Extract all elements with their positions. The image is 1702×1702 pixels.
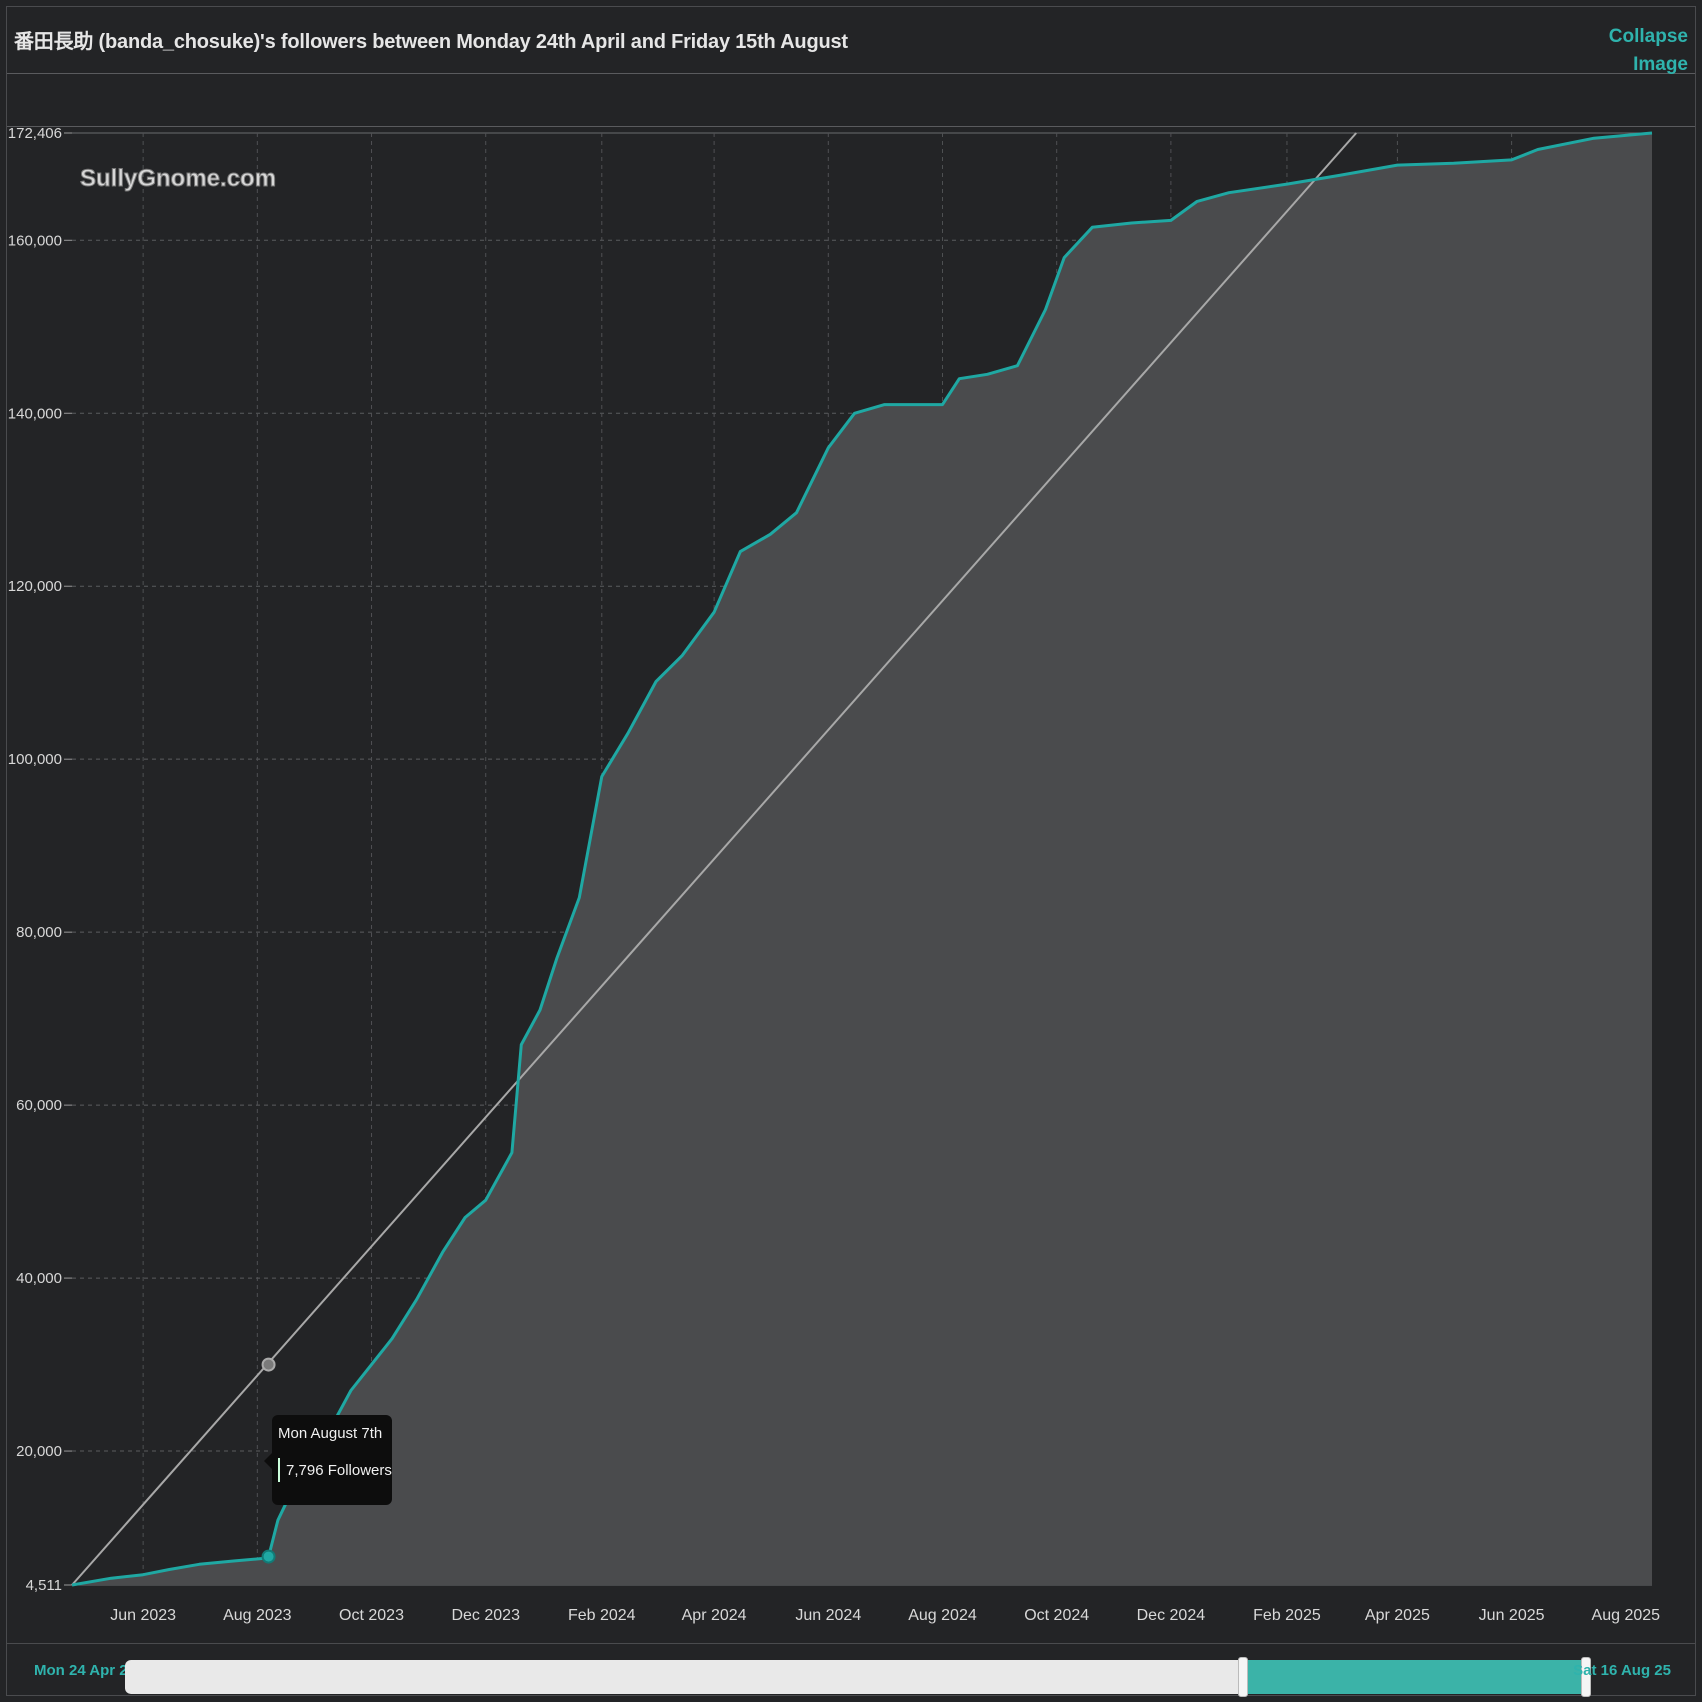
y-tick-label: 40,000 [16,1270,62,1287]
x-tick-label: Aug 2025 [1592,1607,1661,1624]
chart-title: 番田長助 (banda_chosuke)'s followers between… [14,31,848,53]
range-start-label: Mon 24 Apr 23 [34,1662,136,1679]
tooltip: Mon August 7th 7,796 Followers [264,1415,392,1505]
x-tick-label: Dec 2023 [451,1607,520,1624]
tooltip-date: Mon August 7th [278,1425,383,1442]
trend-marker [261,1357,276,1372]
range-end-label: Sat 16 Aug 25 [1573,1662,1671,1679]
x-tick-label: Jun 2025 [1479,1607,1545,1624]
y-tick-label: 4,511 [26,1577,62,1594]
x-tick-label: Apr 2025 [1365,1607,1430,1624]
watermark: SullyGnome.com [80,165,276,192]
x-axis: Jun 2023 Aug 2023 Oct 2023 Dec 2023 Feb 2024… [110,1607,1660,1624]
x-tick-label: Apr 2024 [682,1607,747,1624]
y-tick-label: 172,406 [8,125,62,142]
x-tick-label: Aug 2023 [223,1607,292,1624]
tooltip-arrow [264,1453,272,1469]
y-tick-label: 100,000 [8,751,62,768]
y-tick-label: 20,000 [16,1443,62,1460]
hover-markers [261,1357,276,1564]
x-tick-label: Oct 2023 [339,1607,404,1624]
chart-toolbar [7,74,1695,127]
followers-area [72,133,1652,1585]
y-tick-label: 120,000 [8,578,62,595]
range-track[interactable] [125,1657,1591,1697]
x-tick-label: Jun 2023 [110,1607,176,1624]
collapse-image-link[interactable]: Collapse Image [1609,23,1688,79]
followers-marker [261,1549,276,1564]
y-tick-label: 140,000 [8,405,62,422]
x-tick-label: Dec 2024 [1137,1607,1206,1624]
y-tick-label: 80,000 [16,924,62,941]
x-tick-label: Feb 2024 [568,1607,636,1624]
x-tick-label: Feb 2025 [1253,1607,1321,1624]
image-label: Image [1633,54,1688,75]
chart-header: 番田長助 (banda_chosuke)'s followers between… [7,7,1695,75]
collapse-label: Collapse [1608,26,1688,47]
x-tick-label: Jun 2024 [795,1607,861,1624]
x-tick-label: Oct 2024 [1024,1607,1089,1624]
tooltip-swatch [278,1458,280,1482]
tooltip-value: 7,796 Followers [286,1461,392,1479]
y-tick-label: 60,000 [16,1097,62,1114]
range-selection[interactable] [1243,1660,1589,1694]
y-axis: 4,511 20,000 40,000 60,000 80,000 100,000 120,… [8,125,72,1594]
trend-line [71,132,1357,1586]
y-tick-label: 160,000 [8,232,62,249]
range-end-handle[interactable] [1581,1657,1591,1697]
range-start-handle[interactable] [1238,1657,1248,1697]
range-navigator: Mon 24 Apr 23 Sat 16 Aug 25 [7,1643,1695,1697]
x-tick-label: Aug 2024 [908,1607,977,1624]
